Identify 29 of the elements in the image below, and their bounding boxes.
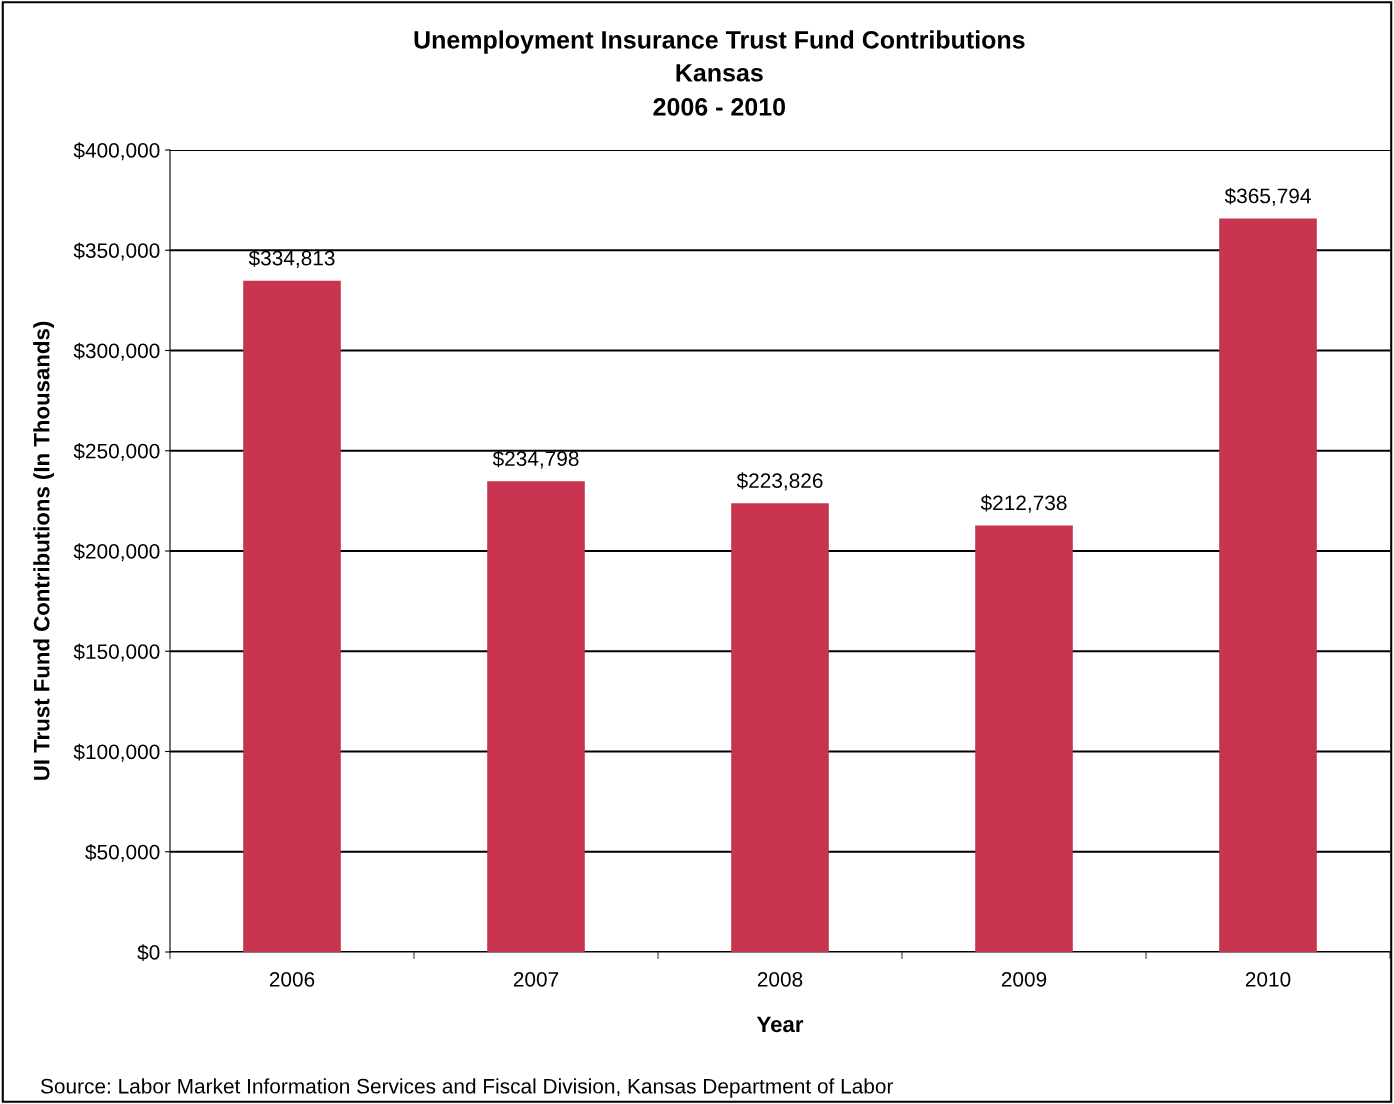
chart-subtitle: Kansas 2006 - 2010 bbox=[653, 64, 786, 116]
x-tick-label: 2006 bbox=[269, 971, 315, 987]
x-tick-label: 2010 bbox=[1245, 971, 1291, 987]
y-axis-title: UI Trust Fund Contributions (In Thousands) bbox=[33, 321, 54, 780]
data-label: $223,826 bbox=[736, 472, 823, 491]
data-label: $334,813 bbox=[248, 249, 335, 268]
x-tick-label: 2007 bbox=[513, 971, 559, 987]
y-tick-label: $300,000 bbox=[73, 342, 160, 361]
bar bbox=[975, 525, 1073, 952]
data-label: $234,798 bbox=[492, 450, 579, 469]
bar bbox=[731, 503, 829, 952]
bar bbox=[487, 481, 585, 952]
x-tick-label: 2008 bbox=[757, 971, 803, 987]
y-tick-label: $0 bbox=[137, 944, 160, 961]
source-note: Source: Labor Market Information Services and Fiscal Division, Kansas Department of Labor bbox=[40, 1078, 894, 1098]
y-tick-label: $200,000 bbox=[73, 543, 160, 562]
x-tick-label: 2009 bbox=[1001, 971, 1047, 987]
y-tick-label: $50,000 bbox=[85, 843, 160, 862]
y-tick-label: $400,000 bbox=[73, 142, 160, 161]
bar bbox=[1219, 218, 1317, 952]
y-tick-label: $100,000 bbox=[73, 743, 160, 762]
chart-title: Unemployment Insurance Trust Fund Contributions bbox=[414, 30, 1025, 54]
y-tick-label: $250,000 bbox=[73, 442, 160, 461]
bar bbox=[243, 280, 341, 952]
x-axis-title: Year bbox=[756, 1016, 804, 1033]
y-tick-label: $350,000 bbox=[73, 242, 160, 261]
data-label: $365,794 bbox=[1224, 187, 1311, 206]
data-label: $212,738 bbox=[980, 494, 1067, 513]
y-tick-label: $150,000 bbox=[73, 643, 160, 662]
